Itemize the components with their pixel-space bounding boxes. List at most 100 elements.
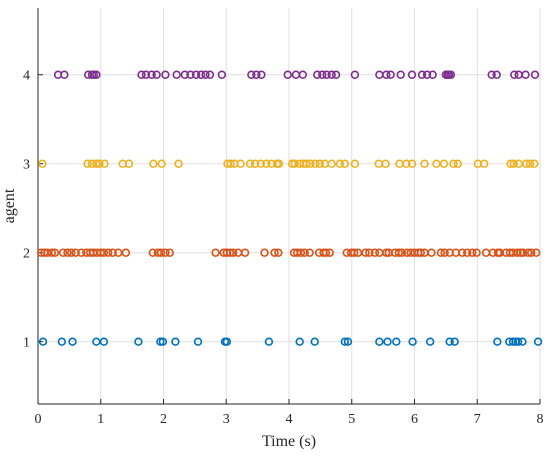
agent-1-event-point (408, 337, 417, 346)
x-tick-label: 5 (348, 412, 355, 427)
agent-2-event-point (58, 248, 68, 257)
data-markers (36, 70, 543, 346)
x-tick-label: 7 (474, 412, 481, 427)
agent-2-event-point (305, 248, 314, 257)
agent-3-event-point (250, 159, 260, 168)
agent-4-event-point (530, 70, 540, 79)
agent-3-event-point (262, 159, 271, 168)
agent-2-event-point (365, 248, 374, 257)
x-tick-label: 1 (97, 412, 104, 427)
agent-1-event-point (193, 337, 203, 346)
agent-3-event-point (340, 159, 350, 168)
agent-2-event-point (532, 248, 541, 257)
agent-4-event-point (191, 70, 201, 79)
agent-4-event-point (422, 70, 432, 79)
agent-4-event-point (205, 70, 215, 79)
agent-4-event-point (327, 70, 336, 79)
agent-2-event-point (211, 248, 220, 257)
x-tick-label: 2 (160, 412, 167, 427)
agent-3-event-point (92, 159, 101, 168)
agent-3-event-point (335, 159, 345, 168)
axes (37, 8, 541, 405)
agent-4-event-point (396, 70, 405, 79)
agent-2-event-point (397, 248, 407, 257)
agent-2-event-point (440, 248, 449, 257)
agent-3-event-point (479, 159, 489, 168)
agent-1-event-point (38, 337, 48, 346)
agent-2-event-point (274, 248, 283, 257)
agent-2-event-point (370, 248, 380, 257)
agent-2-event-point (121, 248, 131, 257)
agent-2-event-point (104, 248, 113, 257)
agent-1-event-point (533, 337, 543, 346)
agent-4-event-point (152, 70, 161, 79)
agent-3-event-point (525, 159, 535, 168)
agent-3-event-point (290, 159, 299, 168)
agent-2-event-point (148, 248, 158, 257)
agent-4-event-point (83, 70, 93, 79)
agent-3-event-point (315, 159, 324, 168)
agent-3-event-point (302, 159, 311, 168)
agent-1-event-point (518, 337, 527, 346)
agent-1-event-point (493, 337, 502, 346)
x-tick-label: 8 (537, 412, 544, 427)
agent-4-event-point (492, 70, 501, 79)
agent-3-event-point (521, 159, 531, 168)
agent-4-series (53, 70, 540, 79)
agent-2-event-point (350, 248, 359, 257)
agent-2-event-point (240, 248, 250, 257)
agent-2-event-point (321, 248, 331, 257)
agent-4-event-point (350, 70, 360, 79)
y-tick-label: 1 (23, 336, 30, 351)
agent-2-event-point (518, 248, 528, 257)
agent-1-event-point (343, 337, 353, 346)
agent-4-event-point (510, 70, 519, 79)
agent-3-event-point (100, 159, 109, 168)
agent-3-event-point (306, 159, 315, 168)
y-tick-label: 3 (23, 158, 30, 173)
agent-3-event-point (530, 159, 539, 168)
agent-1-event-point (445, 337, 454, 346)
y-tick-label: 2 (23, 247, 30, 262)
agent-2-event-point (523, 248, 533, 257)
agent-4-event-point (313, 70, 322, 79)
agent-2-event-point (165, 248, 174, 257)
agent-4-event-point (92, 70, 101, 79)
agent-2-event-point (71, 248, 80, 257)
agent-2-event-point (108, 248, 117, 257)
agent-4-event-point (161, 70, 170, 79)
agent-4-event-point (247, 70, 256, 79)
agent-3-event-point (236, 159, 245, 168)
x-tick-label: 4 (286, 412, 293, 427)
agent-4-event-point (196, 70, 206, 79)
agent-4-event-point (89, 70, 99, 79)
agent-4-event-point (382, 70, 391, 79)
agent-3-event-point (124, 159, 134, 168)
agent-2-event-point (63, 248, 72, 257)
agent-3-event-point (327, 159, 336, 168)
agent-2-event-point (260, 248, 269, 257)
agent-2-event-point (300, 248, 309, 257)
agent-4-event-point (487, 70, 496, 79)
agent-4-event-point (407, 70, 417, 79)
agent-2-event-point (427, 248, 436, 257)
agent-3-event-point (453, 159, 462, 168)
agent-1-series (38, 337, 543, 346)
agent-3-series (38, 159, 539, 168)
y-axis-title: agent (1, 188, 18, 223)
agent-4-event-point (201, 70, 210, 79)
agent-4-event-point (446, 70, 456, 79)
agent-3-event-point (95, 159, 104, 168)
agent-3-event-point (407, 159, 417, 168)
agent-2-event-point (436, 248, 446, 257)
agent-3-event-point (506, 159, 515, 168)
agent-4-event-point (417, 70, 427, 79)
agent-2-event-point (156, 248, 166, 257)
tick-labels: 0 1 2 3 4 5 6 7 8 1 2 3 4 (23, 69, 544, 427)
agent-2-event-point (225, 248, 235, 257)
agent-4-event-point (141, 70, 151, 79)
agent-1-event-point (295, 337, 304, 346)
agent-2-event-point (361, 248, 370, 257)
agent-3-event-point (245, 159, 255, 168)
